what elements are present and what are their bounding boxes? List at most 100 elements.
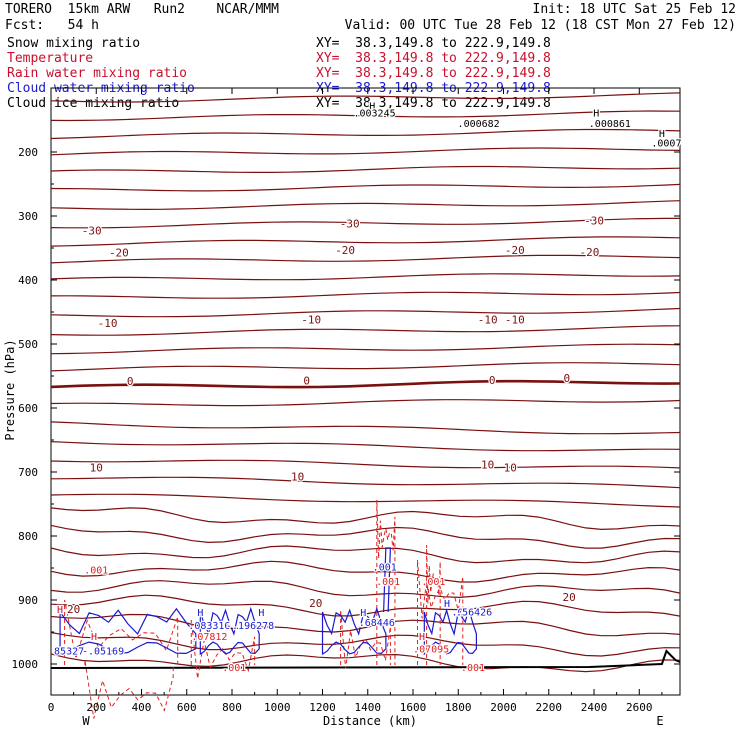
isotherm-line — [50, 200, 681, 211]
isotherm-line — [50, 379, 681, 389]
isotherm-line — [50, 254, 681, 264]
black-labels-text: .003245 — [353, 108, 395, 119]
red-labels-text: .07812 — [191, 632, 227, 643]
temperature-labels-text: 20 — [563, 591, 576, 604]
blue-labels-text: .001 — [373, 563, 397, 574]
high-markers-text: H — [57, 605, 63, 616]
black-labels-text: H — [593, 108, 599, 119]
black-labels-text: .0007 — [651, 138, 681, 149]
isotherm-line — [50, 441, 681, 452]
cloud-water-contour — [59, 607, 197, 655]
isotherm-line — [50, 236, 681, 247]
y-tick-label: 900 — [18, 594, 38, 607]
high-markers-text: H — [91, 632, 97, 643]
x-tick-label: 800 — [222, 701, 242, 714]
black-labels-text: .000682 — [458, 119, 500, 130]
legend-snow-name: Snow mixing ratio — [7, 36, 141, 51]
isotherm-line — [50, 325, 681, 336]
isotherm-line — [50, 399, 681, 407]
y-tick-label: 800 — [18, 530, 38, 543]
isotherm-line — [50, 476, 681, 489]
temperature-labels-text: -30 — [82, 225, 102, 238]
x-tick-label: 600 — [177, 701, 197, 714]
temperature-labels-text: -20 — [580, 246, 600, 259]
y-tick-label: 600 — [18, 402, 38, 415]
isotherm-line — [50, 560, 681, 583]
legend-snow-xy: XY= 38.3,149.8 to 222.9,149.8 — [316, 36, 551, 51]
cloud-water-contour — [199, 606, 260, 656]
rain-contour — [190, 619, 256, 679]
black-labels-text: H — [369, 101, 375, 112]
isotherm-line — [50, 110, 681, 122]
black-labels-text: .000861 — [589, 119, 631, 130]
legend-rain-name: Rain water mixing ratio — [7, 66, 188, 81]
red-labels-text: .001 — [222, 663, 246, 674]
isotherm-line — [50, 580, 681, 599]
isotherm-line — [50, 128, 681, 140]
high-markers-text: H — [444, 599, 450, 610]
temperature-labels-text: -20 — [505, 244, 525, 257]
isotherm-line — [50, 507, 681, 531]
header-init: Init: 18 UTC Sat 25 Feb 12 — [532, 2, 737, 17]
blue-labels-text: .68446 — [359, 618, 395, 629]
x-tick-label: 200 — [86, 701, 106, 714]
plot-frame — [50, 87, 681, 696]
temperature-labels-text: -30 — [584, 214, 604, 227]
temperature-labels-text: -10 — [505, 314, 525, 327]
blue-labels-text: -.196278 — [226, 621, 274, 632]
red-labels-text: .07095 — [413, 645, 449, 656]
x-axis-label: Distance (km) — [323, 714, 417, 728]
temperature-labels-text: -20 — [109, 246, 129, 259]
header-forecast: Fcst: 54 h — [5, 18, 99, 33]
high-markers-text: H — [419, 632, 425, 643]
rain-contour — [417, 559, 464, 666]
x-tick-label: 1200 — [309, 701, 336, 714]
red-labels-text: .001 — [461, 663, 485, 674]
x-tick-label: 1400 — [355, 701, 382, 714]
black-labels-text: H — [659, 129, 665, 140]
temperature-labels-text: 20 — [309, 597, 322, 610]
x-tick-label: 1800 — [445, 701, 472, 714]
temperature-labels-text: -30 — [340, 218, 360, 231]
x-axis-west-label: W — [82, 714, 90, 728]
cloud-water-tower — [383, 547, 392, 613]
isotherm-line — [50, 493, 681, 508]
x-tick-label: 2400 — [581, 701, 608, 714]
isotherm-line — [50, 362, 681, 372]
x-tick-label: 2600 — [626, 701, 653, 714]
isotherm-line — [50, 653, 681, 673]
isotherm-line — [50, 307, 681, 318]
legend-temperature-xy: XY= 38.3,149.8 to 222.9,149.8 — [316, 51, 551, 66]
temperature-labels-text: 10 — [291, 470, 304, 483]
temperature-labels-text: 10 — [481, 458, 494, 471]
isotherm-line — [50, 92, 681, 103]
legend-cloud-ice-name: Cloud ice mixing ratio — [7, 96, 180, 111]
temperature-labels-text: -10 — [478, 314, 498, 327]
header-valid: Valid: 00 UTC Tue 28 Feb 12 (18 CST Mon … — [344, 18, 736, 33]
isotherm-line — [50, 524, 681, 549]
temperature-labels-text: 0 — [564, 372, 571, 385]
terrain-line — [50, 649, 681, 669]
y-tick-label: 200 — [18, 146, 38, 159]
temperature-labels-text: 20 — [67, 603, 80, 616]
y-axis-label: Pressure (hPa) — [3, 339, 17, 440]
isotherm-line — [50, 343, 681, 355]
blue-labels-text: .083316 — [188, 621, 230, 632]
isotherm-line — [50, 459, 681, 469]
isotherm-line — [50, 217, 680, 229]
rain-contour — [84, 659, 174, 719]
rain-contour — [426, 544, 441, 666]
blue-labels-text: -.05169 — [82, 647, 124, 658]
cloud-water-contours — [59, 547, 477, 656]
legend-cloud-ice-xy: XY= 38.3,149.8 to 222.9,149.8 — [316, 96, 551, 111]
legend-rain-xy: XY= 38.3,149.8 to 222.9,149.8 — [316, 66, 551, 81]
x-tick-label: 1000 — [264, 701, 291, 714]
temperature-labels-text: 0 — [489, 374, 496, 387]
rain-contour — [340, 609, 391, 669]
isotherm-line — [50, 594, 681, 617]
legend-temperature-name: Temperature — [7, 51, 94, 66]
temperature-labels-text: -20 — [335, 244, 355, 257]
isotherm-line — [50, 545, 681, 564]
rain-contours — [64, 499, 464, 719]
